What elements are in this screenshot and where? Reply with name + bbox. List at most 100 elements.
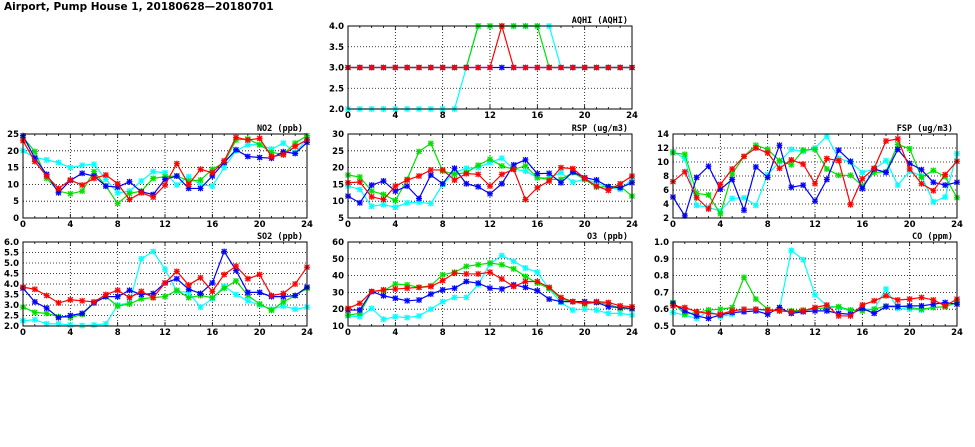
marker-star <box>114 293 121 300</box>
marker-star <box>475 280 482 287</box>
data-point <box>729 195 736 202</box>
data-point <box>859 175 866 182</box>
data-point <box>800 307 807 314</box>
marker-star <box>558 298 564 305</box>
data-point <box>368 203 375 210</box>
marker-star <box>451 294 458 301</box>
data-point <box>705 163 712 170</box>
data-point <box>593 298 600 305</box>
data-point <box>91 161 97 168</box>
marker-star <box>292 292 299 299</box>
y-tick-label: 5.5 <box>4 249 19 259</box>
marker-star <box>162 182 168 189</box>
data-point <box>126 300 133 307</box>
data-point <box>451 177 458 184</box>
marker-star <box>197 304 204 311</box>
marker-star <box>498 275 505 282</box>
marker-star <box>416 296 422 303</box>
data-point <box>498 261 505 268</box>
data-point <box>150 168 157 175</box>
data-point <box>534 64 541 71</box>
data-point <box>510 166 517 173</box>
data-point <box>859 185 866 192</box>
data-point <box>871 306 878 313</box>
data-point <box>942 299 949 306</box>
x-tick-label: 16 <box>531 328 543 338</box>
marker-star <box>522 265 529 272</box>
data-point <box>534 184 541 191</box>
data-point <box>534 287 541 294</box>
data-point <box>439 277 446 284</box>
marker-star <box>356 199 363 206</box>
data-point <box>31 158 38 165</box>
marker-star <box>918 294 925 301</box>
marker-star <box>233 134 239 141</box>
data-point <box>162 169 168 176</box>
data-point <box>918 166 925 173</box>
marker-star <box>847 172 854 179</box>
data-point <box>244 289 251 296</box>
data-point <box>185 289 192 296</box>
marker-star <box>356 174 363 181</box>
data-point <box>534 269 541 276</box>
marker-star <box>693 174 700 181</box>
marker-star <box>244 297 251 304</box>
x-tick-label: 12 <box>809 220 821 230</box>
marker-star <box>546 296 553 303</box>
data-point <box>31 155 38 162</box>
data-point <box>883 303 889 310</box>
marker-star <box>930 167 937 174</box>
data-point <box>404 297 411 304</box>
data-point <box>138 288 145 295</box>
data-point <box>522 278 529 285</box>
data-point <box>681 151 688 158</box>
marker-star <box>593 298 600 305</box>
data-point <box>162 293 168 300</box>
data-point <box>788 247 795 254</box>
marker-star <box>534 184 541 191</box>
y-tick-label: 0.7 <box>654 288 669 298</box>
data-point <box>942 194 949 200</box>
marker-star <box>859 169 866 176</box>
marker-star <box>906 302 913 309</box>
data-point <box>439 286 446 293</box>
data-point <box>835 147 842 154</box>
marker-star <box>693 190 700 197</box>
y-tick-label: 60 <box>332 238 344 248</box>
marker-star <box>244 275 251 282</box>
data-point <box>918 302 925 309</box>
data-point <box>126 178 133 185</box>
marker-star <box>871 306 878 313</box>
y-tick-label: 2 <box>663 214 669 224</box>
data-point <box>221 248 228 255</box>
data-point <box>930 304 937 311</box>
marker-star <box>463 270 470 277</box>
data-point <box>581 175 588 182</box>
marker-star <box>451 64 458 71</box>
marker-star <box>268 146 275 153</box>
plot-frame <box>672 241 958 327</box>
marker-star <box>883 169 889 176</box>
marker-star <box>918 306 925 313</box>
marker-star <box>752 145 759 151</box>
marker-star <box>812 198 818 205</box>
data-point <box>475 183 482 190</box>
marker-star <box>138 291 145 298</box>
marker-star <box>764 174 771 181</box>
marker-star <box>463 165 470 172</box>
marker-star <box>209 183 216 190</box>
data-point <box>209 279 216 286</box>
marker-star <box>534 64 541 71</box>
marker-star <box>823 302 830 308</box>
y-tick-label: 20 <box>332 305 344 315</box>
x-tick-label: 20 <box>254 220 266 230</box>
data-point <box>859 305 866 312</box>
marker-star <box>498 286 505 293</box>
x-tick-label: 20 <box>579 111 591 121</box>
marker-star <box>534 170 541 177</box>
marker-star <box>150 168 157 175</box>
data-point <box>546 170 553 177</box>
marker-star <box>752 296 759 303</box>
x-tick-label: 0 <box>345 111 351 121</box>
marker-star <box>451 285 458 292</box>
